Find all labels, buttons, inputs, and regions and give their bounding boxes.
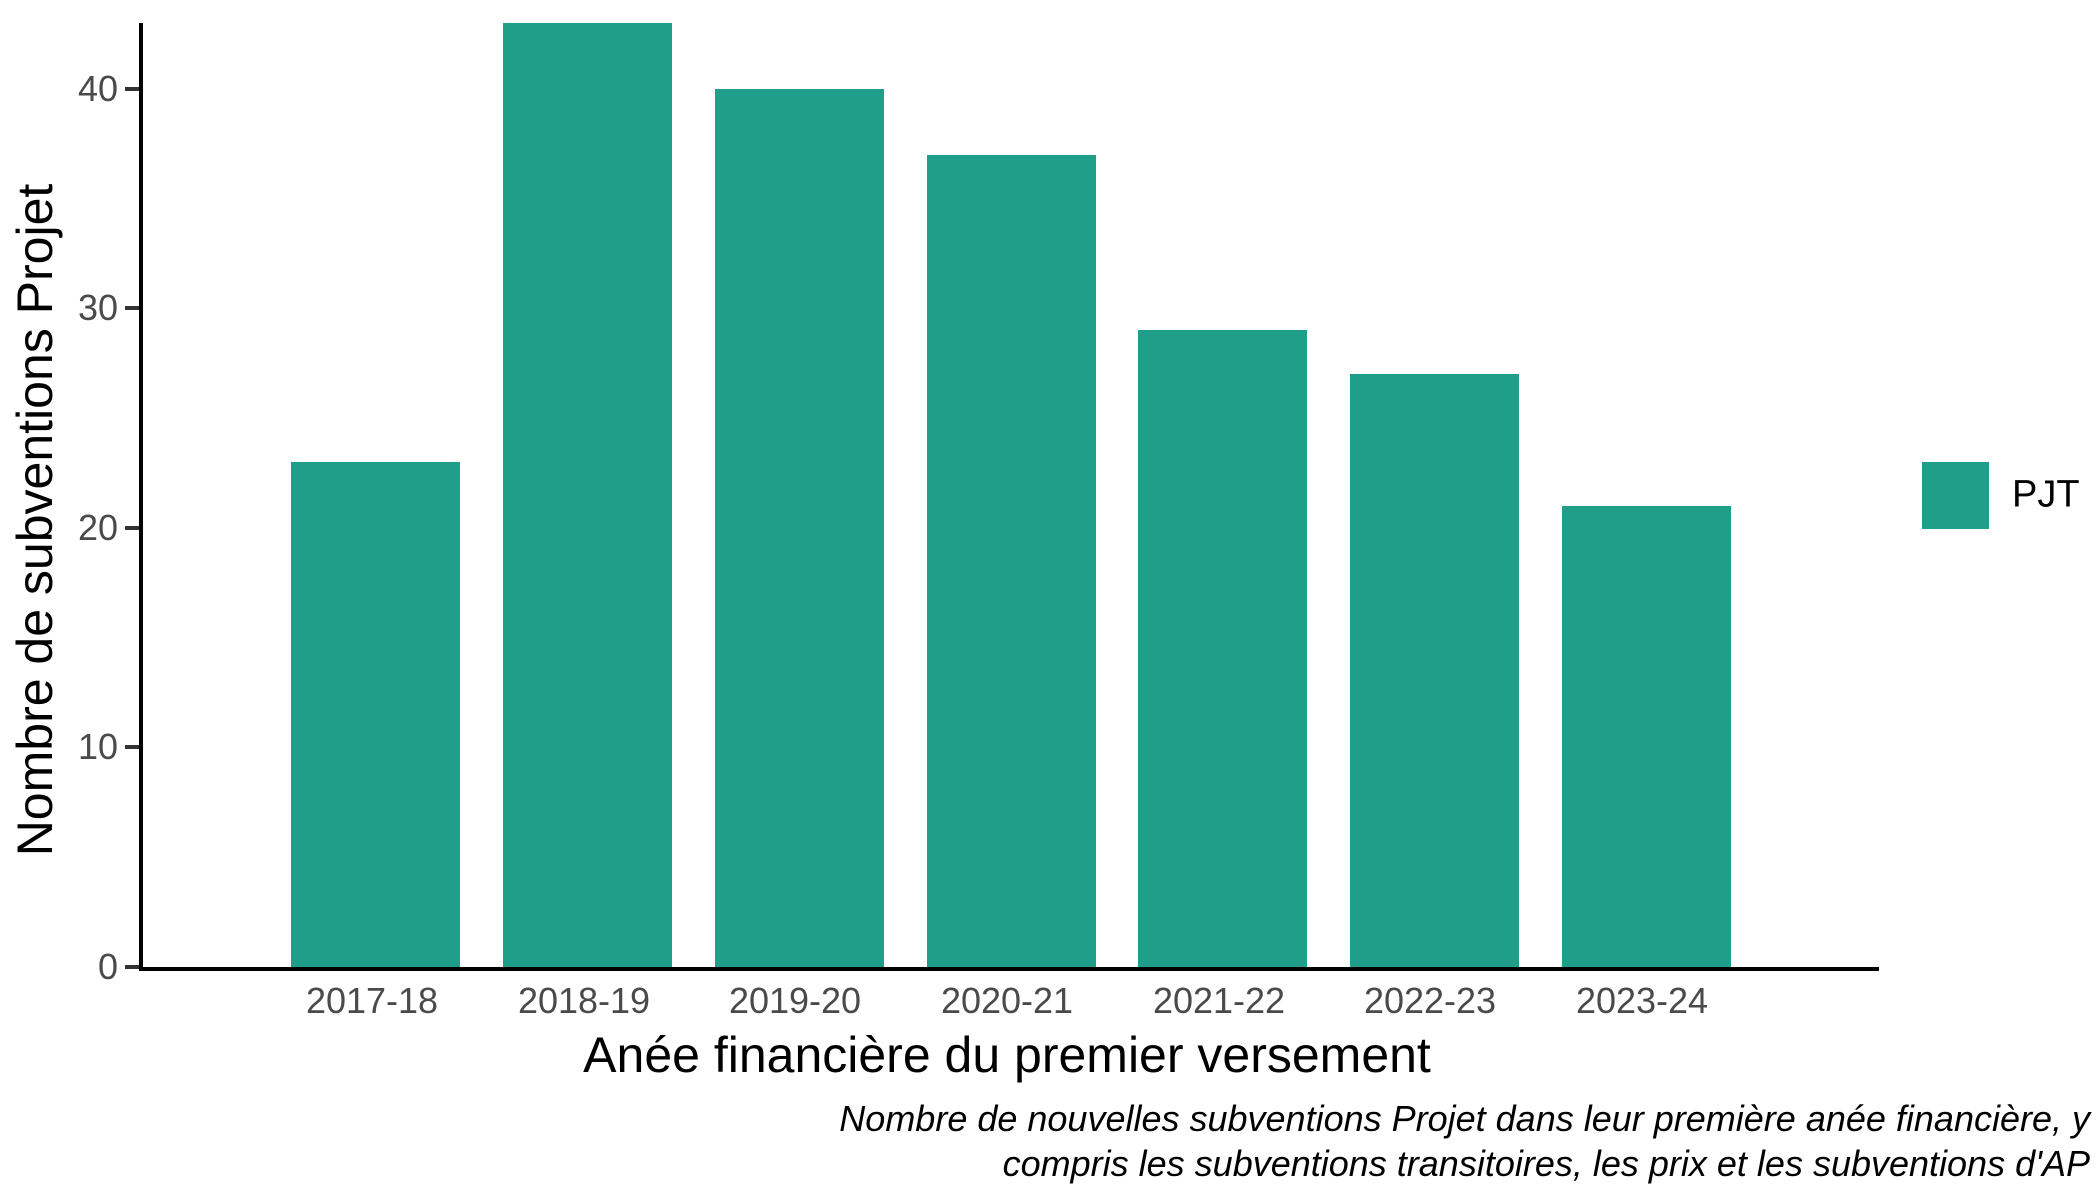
- y-tick-label: 40: [77, 67, 118, 109]
- x-tick-label: 2017-18: [305, 980, 439, 1021]
- y-tick-label: 10: [77, 726, 118, 768]
- plot-area: [139, 23, 1879, 971]
- bar-2023-24: [1562, 506, 1731, 967]
- x-tick-label: 2020-21: [940, 980, 1074, 1021]
- x-tick-label: 2018-19: [517, 980, 651, 1021]
- y-tick-label: 0: [97, 946, 118, 987]
- x-axis-title: Anée financière du premier versement: [583, 1027, 1431, 1083]
- y-tick-mark: [125, 86, 139, 91]
- bar-2021-22: [1138, 330, 1307, 967]
- legend-label: PJT: [2012, 473, 2080, 516]
- y-tick-mark: [125, 306, 139, 311]
- bar-2019-20: [715, 89, 884, 967]
- bar-2020-21: [927, 155, 1096, 967]
- x-tick-label: 2021-22: [1152, 980, 1286, 1021]
- bar-2022-23: [1350, 374, 1519, 967]
- caption-line-2: compris les subventions transitoires, le…: [1002, 1143, 2090, 1184]
- y-tick-mark: [125, 525, 139, 530]
- bar-2018-19: [503, 23, 672, 967]
- y-tick-mark: [125, 745, 139, 750]
- bar-2017-18: [291, 462, 460, 967]
- y-tick-mark: [125, 965, 139, 969]
- x-tick-label: 2023-24: [1575, 980, 1709, 1021]
- caption-line-1: Nombre de nouvelles subventions Projet d…: [839, 1098, 2090, 1139]
- x-tick-label: 2019-20: [728, 980, 862, 1021]
- y-tick-label: 30: [77, 287, 118, 329]
- legend-swatch: [1922, 462, 1989, 529]
- y-tick-label: 20: [77, 506, 118, 548]
- x-tick-label: 2022-23: [1363, 980, 1497, 1021]
- chart-caption: Nombre de nouvelles subventions Projet d…: [839, 1096, 2090, 1186]
